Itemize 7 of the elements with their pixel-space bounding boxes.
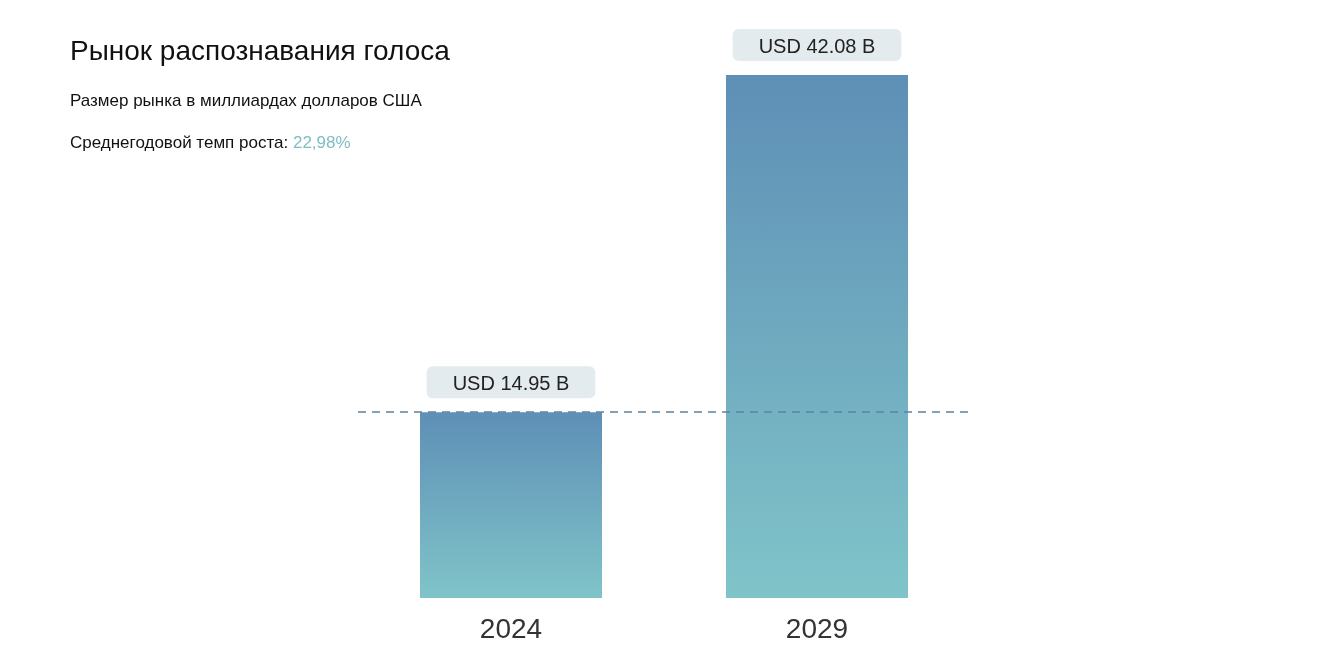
x-tick-label: 2029: [785, 612, 849, 644]
chart-title: Рынок распознавания голоса: [70, 34, 451, 66]
x-tick-label: 2024: [479, 612, 543, 644]
data-label: USD 42.08 B: [758, 35, 876, 57]
text: Среднегодовой темп роста: 22,98%: [70, 133, 351, 152]
data-label: USD 14.95 B: [452, 372, 570, 395]
text: Размер рынка в миллиардах долларов США: [70, 91, 423, 110]
